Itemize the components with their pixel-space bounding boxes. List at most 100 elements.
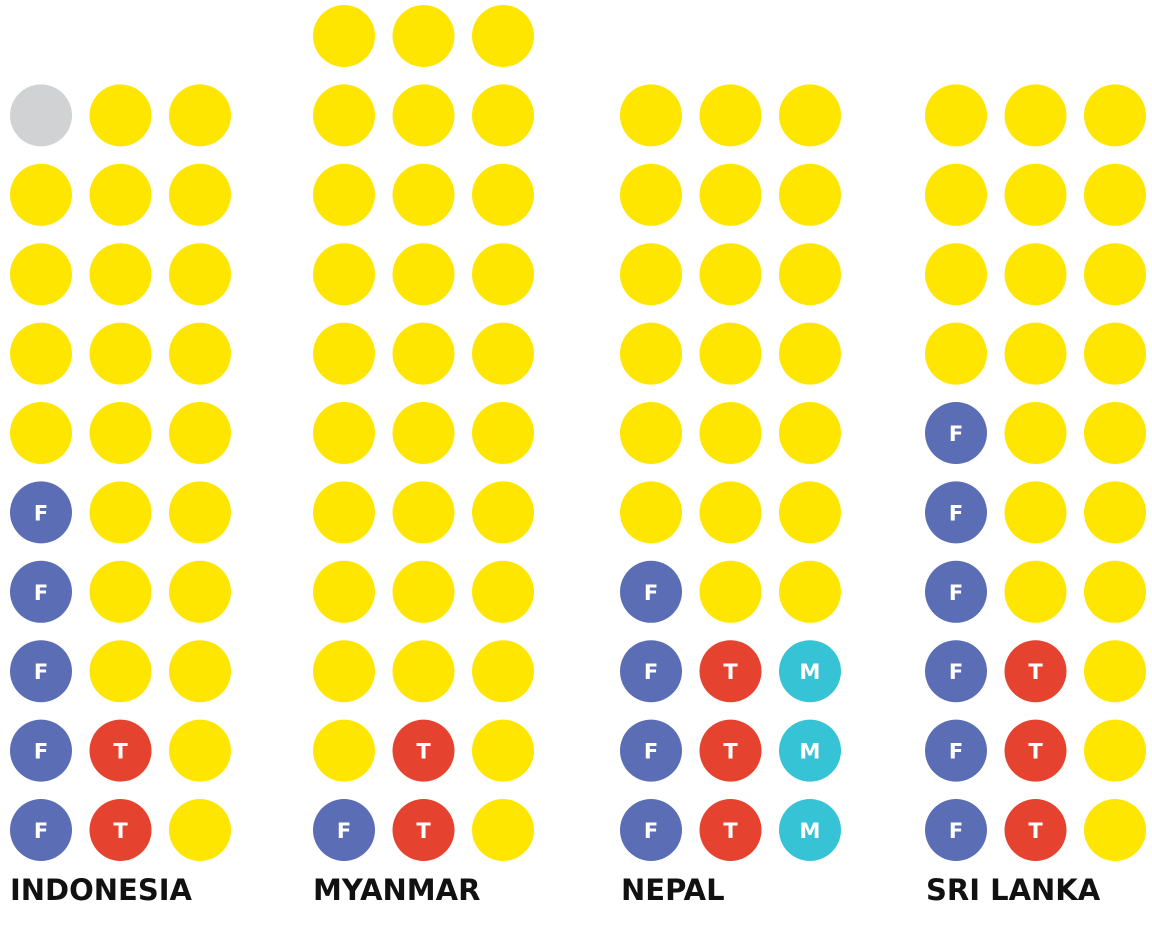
dot [89,163,152,226]
dot [89,799,152,861]
dot [1004,243,1067,306]
dot [89,322,152,385]
dot [620,719,682,782]
dot [169,560,231,623]
dot [620,84,682,147]
dot [620,322,682,385]
dot-letter: T [416,740,431,764]
dot [89,481,152,544]
country-label: MYANMAR [313,873,480,907]
dot [313,84,375,147]
dot [313,322,375,385]
dot [89,402,152,464]
dot [699,481,762,544]
dot [10,481,72,544]
dot [779,560,841,623]
dot [169,243,231,306]
dot-letter: F [34,501,48,525]
dot [10,243,72,306]
dot [10,640,72,703]
dot [313,163,375,226]
dot [392,402,455,464]
dot [620,163,682,226]
dot-letter: F [949,660,963,684]
dot [1084,84,1146,147]
dot [779,640,841,703]
dot [169,322,231,385]
dot [925,243,987,306]
dot [1084,163,1146,226]
dot-letter: F [644,740,658,764]
dot-letter: T [113,819,128,843]
dot-letter: T [113,740,128,764]
dot [472,322,534,385]
dot [313,243,375,306]
dot [472,799,534,861]
dot [10,719,72,782]
dot [1004,163,1067,226]
dot [925,481,987,544]
dot [313,481,375,544]
dot-letter: T [416,819,431,843]
dot [169,719,231,782]
dot [925,560,987,623]
dot [10,402,72,464]
dot [779,719,841,782]
dot [1004,560,1067,623]
dot [779,84,841,147]
dot [89,640,152,703]
dot [1084,799,1146,861]
country-label: INDONESIA [10,873,193,907]
dot-letter: T [723,819,738,843]
dot [472,402,534,464]
dot [779,481,841,544]
dot-letter: F [949,422,963,446]
dot [169,84,231,147]
dot [779,243,841,306]
dot-letter: F [949,501,963,525]
dot [620,640,682,703]
dot [699,640,762,703]
dot [1004,799,1067,861]
dot [620,402,682,464]
dot [10,84,72,147]
dot-letter: F [949,581,963,605]
dot-letter: F [949,819,963,843]
dot [392,560,455,623]
dot [699,719,762,782]
dot-letter: F [34,740,48,764]
dot [925,84,987,147]
dot [10,322,72,385]
dot [699,799,762,861]
dot [10,163,72,226]
dot [169,402,231,464]
dot-letter: M [800,819,821,843]
dot [313,640,375,703]
dot [699,243,762,306]
dot [472,640,534,703]
dot [89,243,152,306]
dot-letter: F [34,581,48,605]
dot [779,163,841,226]
dot [1084,322,1146,385]
dot [472,84,534,147]
country-label: NEPAL [621,873,725,907]
dot-letter: M [800,660,821,684]
dot [169,640,231,703]
dot [472,243,534,306]
dot-letter: M [800,740,821,764]
dot [169,799,231,861]
dot [1084,719,1146,782]
dot [392,243,455,306]
dot [1084,640,1146,703]
dot [89,84,152,147]
dot [392,640,455,703]
dot [925,719,987,782]
dot [699,560,762,623]
dot [1084,481,1146,544]
dot [89,719,152,782]
dot [1084,402,1146,464]
dot-letter: F [644,581,658,605]
dot [925,402,987,464]
